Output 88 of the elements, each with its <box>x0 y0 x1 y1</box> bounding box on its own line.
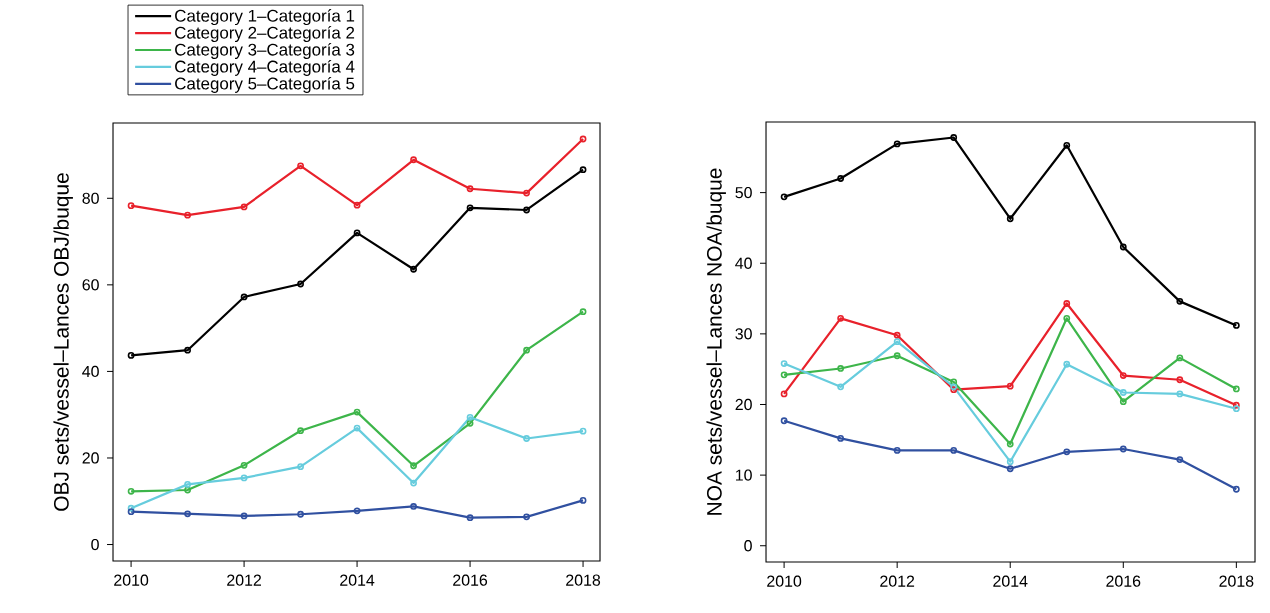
point <box>466 185 474 193</box>
point <box>1063 141 1071 149</box>
x-tick-label: 2012 <box>227 574 261 586</box>
point <box>1006 458 1014 466</box>
point <box>240 461 248 469</box>
y-tick-label: 60 <box>82 279 99 291</box>
y-tick-label: 30 <box>735 328 752 340</box>
y-tick-label: 50 <box>735 186 752 199</box>
point <box>1176 297 1184 305</box>
y-tick-label: 40 <box>82 365 99 378</box>
y-tick-label: 20 <box>735 398 752 411</box>
legend-label: Category 3–Categoría 3 <box>175 43 355 59</box>
point <box>466 204 474 212</box>
y-tick-label: 0 <box>91 538 99 551</box>
point <box>523 206 530 214</box>
legend-label: Category 1–Categoría 1 <box>175 9 355 26</box>
point <box>297 162 304 170</box>
point <box>523 513 530 521</box>
x-tick-label: 2010 <box>767 575 802 587</box>
point <box>893 447 901 454</box>
point <box>950 447 958 454</box>
point <box>1176 390 1184 398</box>
x-tick-label: 2014 <box>340 574 375 586</box>
point <box>1176 376 1184 384</box>
point <box>1119 389 1127 396</box>
point <box>466 413 474 421</box>
legend-label: Category 5–Categoría 5 <box>175 76 355 93</box>
point <box>523 189 530 197</box>
point <box>410 462 417 470</box>
point <box>184 211 191 219</box>
point <box>1063 360 1071 368</box>
x-tick-label: 2016 <box>453 574 488 586</box>
legend-label: Category 4–Categoría 4 <box>175 59 355 76</box>
point <box>353 201 361 209</box>
point <box>893 331 901 339</box>
point <box>297 280 304 288</box>
point <box>410 265 417 273</box>
point <box>1119 243 1127 251</box>
point <box>184 510 191 518</box>
x-tick-label: 2018 <box>566 574 601 586</box>
y-axis-title: OBJ sets/vessel–Lances OBJ/buque <box>53 173 73 511</box>
point <box>1006 382 1014 390</box>
point <box>950 134 958 141</box>
point <box>184 486 191 494</box>
point <box>837 314 845 322</box>
point <box>353 507 361 515</box>
x-tick-label: 2010 <box>114 574 149 586</box>
y-tick-label: 0 <box>744 540 752 552</box>
point <box>1006 440 1014 448</box>
y-tick-label: 80 <box>82 192 99 204</box>
point <box>466 514 474 522</box>
point <box>1119 372 1127 379</box>
y-tick-label: 20 <box>82 452 99 464</box>
point <box>837 175 845 182</box>
point <box>1006 465 1014 473</box>
point <box>410 156 417 164</box>
point <box>297 510 304 518</box>
point <box>523 435 530 442</box>
point <box>523 346 530 354</box>
y-axis-title: NOA sets/vessel–Lances NOA/buque <box>706 168 726 515</box>
point <box>837 383 845 391</box>
point <box>297 463 304 471</box>
x-tick-label: 2012 <box>880 575 915 587</box>
x-tick-label: 2014 <box>993 575 1028 587</box>
y-tick-label: 10 <box>735 469 752 481</box>
point <box>1119 445 1127 453</box>
point <box>837 434 845 442</box>
point <box>837 365 845 372</box>
legend-label: Category 2–Categoría 2 <box>175 26 355 43</box>
point <box>297 427 304 435</box>
point <box>1176 354 1184 362</box>
point <box>1063 314 1071 322</box>
point <box>466 419 474 427</box>
point <box>410 479 417 487</box>
point <box>184 346 191 354</box>
point <box>184 480 191 488</box>
point <box>1006 215 1014 223</box>
point <box>1119 398 1127 406</box>
point <box>1063 300 1071 307</box>
point <box>1176 456 1184 463</box>
point <box>893 338 901 346</box>
point <box>893 352 901 360</box>
x-tick-label: 2018 <box>1219 575 1254 587</box>
point <box>1063 448 1071 456</box>
x-tick-label: 2016 <box>1106 575 1141 587</box>
y-tick-label: 40 <box>735 257 752 269</box>
point <box>893 140 901 148</box>
point <box>410 503 417 510</box>
